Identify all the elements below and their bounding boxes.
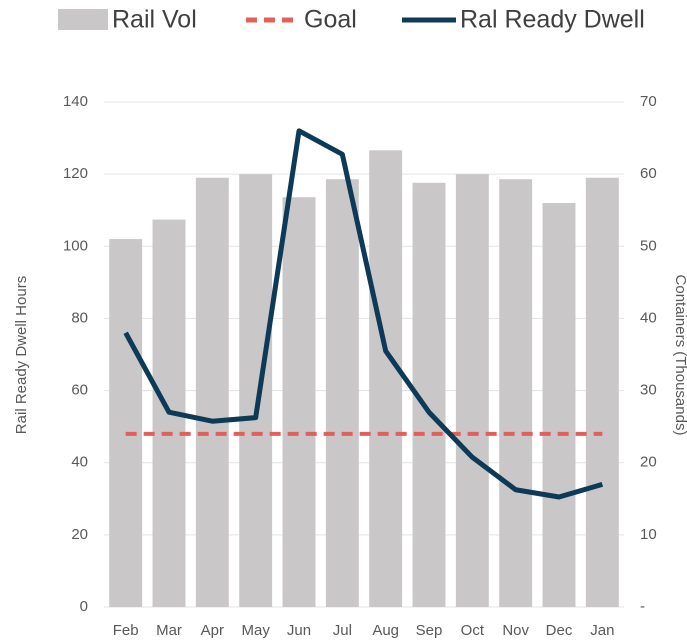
y2-axis-label: Containers (Thousands) bbox=[672, 275, 687, 436]
y-tick-label: 60 bbox=[71, 382, 88, 399]
y-tick-label: 120 bbox=[63, 165, 88, 182]
x-tick-label: Apr bbox=[201, 622, 224, 639]
y2-tick-label: 20 bbox=[640, 454, 657, 471]
y-tick-label: 20 bbox=[71, 526, 88, 543]
x-tick-label: Feb bbox=[113, 622, 139, 639]
x-tick-label: Oct bbox=[461, 622, 485, 639]
y2-tick-label: 60 bbox=[640, 165, 657, 182]
y-tick-label: 80 bbox=[71, 309, 88, 326]
y-tick-label: 100 bbox=[63, 237, 88, 254]
x-tick-label: Sep bbox=[416, 622, 443, 639]
x-tick-label: Mar bbox=[156, 622, 182, 639]
bar bbox=[455, 174, 489, 607]
y2-tick-label: - bbox=[640, 598, 645, 615]
bar bbox=[499, 179, 533, 607]
line bbox=[123, 128, 604, 500]
y-tick-label: 40 bbox=[71, 454, 88, 471]
bar bbox=[282, 197, 316, 607]
x-tick-label: Jan bbox=[590, 622, 614, 639]
y2-tick-label: 50 bbox=[640, 237, 657, 254]
bar bbox=[542, 203, 576, 607]
legend-label: Goal bbox=[304, 6, 357, 34]
y2-tick-label: 10 bbox=[640, 526, 657, 543]
bar bbox=[239, 174, 273, 607]
y-tick-label: 0 bbox=[80, 598, 88, 615]
x-tick-label: May bbox=[241, 622, 270, 639]
x-tick-label: Jun bbox=[287, 622, 311, 639]
y2-tick-label: 30 bbox=[640, 382, 657, 399]
x-tick-label: Aug bbox=[372, 622, 399, 639]
x-tick-label: Nov bbox=[502, 622, 529, 639]
bar bbox=[325, 179, 359, 607]
y-tick-label: 140 bbox=[63, 93, 88, 110]
legend-label: Ral Ready Dwell bbox=[460, 6, 645, 34]
y2-tick-label: 40 bbox=[640, 309, 657, 326]
bar bbox=[369, 150, 403, 608]
bar bbox=[585, 177, 619, 607]
legend-label: Rail Vol bbox=[112, 6, 197, 34]
bar bbox=[109, 239, 143, 608]
y-axis-label: Rail Ready Dwell Hours bbox=[13, 276, 30, 434]
legend-swatch bbox=[58, 9, 108, 30]
y2-tick-label: 70 bbox=[640, 93, 657, 110]
bar bbox=[195, 177, 229, 607]
x-tick-label: Dec bbox=[546, 622, 573, 639]
x-tick-label: Jul bbox=[333, 622, 352, 639]
